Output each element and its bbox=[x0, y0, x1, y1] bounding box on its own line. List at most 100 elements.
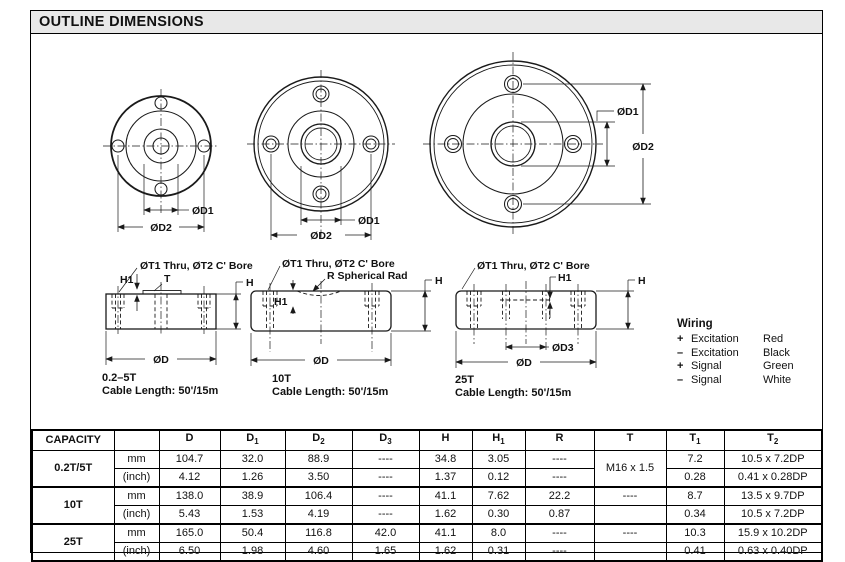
top-view-medium: ØD1 ØD2 bbox=[247, 70, 395, 242]
table-cell: ---- bbox=[524, 542, 595, 562]
table-cell: 13.5 x 9.7DP bbox=[723, 486, 823, 506]
side-view-small: ØT1 Thru, ØT2 C' Bore H1 T H ØD 0. bbox=[102, 260, 254, 397]
outline-drawings: ØD1 ØD2 bbox=[102, 52, 654, 399]
table-cell: 4.19 bbox=[284, 505, 353, 525]
col-header-capacity: CAPACITY bbox=[31, 429, 115, 451]
wiring-name: Signal bbox=[691, 360, 722, 373]
unit-cell: mm bbox=[113, 450, 160, 469]
table-cell: 8.7 bbox=[665, 486, 725, 506]
unit-cell: (inch) bbox=[113, 505, 160, 525]
dim-label-t: T bbox=[164, 273, 171, 285]
dim-label-h1: H1 bbox=[558, 272, 572, 284]
col-header-h1: H1 bbox=[471, 429, 526, 451]
capacity-cell: 25T bbox=[31, 523, 115, 562]
bore-callout: ØT1 Thru, ØT2 C' Bore bbox=[140, 260, 253, 272]
table-cell: 4.60 bbox=[284, 542, 353, 562]
table-cell: 106.4 bbox=[284, 486, 353, 506]
model-label: 25T bbox=[455, 374, 474, 386]
table-cell: 88.9 bbox=[284, 450, 353, 469]
dim-label-od: ØD bbox=[153, 354, 169, 366]
col-header-h: H bbox=[418, 429, 473, 451]
dim-label-od3: ØD3 bbox=[552, 342, 574, 354]
cable-length-label: Cable Length: 50'/15m bbox=[455, 387, 572, 399]
bolt-holes bbox=[262, 85, 380, 203]
table-cell: 22.2 bbox=[524, 486, 595, 506]
table-cell: 104.7 bbox=[158, 450, 221, 469]
table-cell: 10.5 x 7.2DP bbox=[723, 505, 823, 525]
cable-length-label: Cable Length: 50'/15m bbox=[102, 385, 219, 397]
col-header-r: R bbox=[524, 429, 595, 451]
dim-label-od2: ØD2 bbox=[632, 141, 654, 153]
side-view-medium: ØT1 Thru, ØT2 C' Bore R Spherical Rad H1… bbox=[250, 258, 443, 398]
table-cell: 3.50 bbox=[284, 468, 353, 488]
wiring-row: + Signal Green bbox=[677, 360, 837, 373]
table-cell: ---- bbox=[524, 523, 595, 543]
table-header-row: CAPACITY D D1 D2 D3 H H1 R T T1 T2 bbox=[31, 429, 823, 451]
table-cell: 138.0 bbox=[158, 486, 221, 506]
wiring-name: Signal bbox=[691, 373, 722, 386]
model-label: 10T bbox=[272, 373, 291, 385]
table-cell: 10.3 bbox=[665, 523, 725, 543]
model-label: 0.2–5T bbox=[102, 372, 137, 384]
dim-label-h: H bbox=[435, 275, 443, 287]
wiring-sign: + bbox=[677, 333, 684, 346]
table-cell: 1.65 bbox=[351, 542, 420, 562]
unit-cell: mm bbox=[113, 523, 160, 543]
table-cell: 34.8 bbox=[418, 450, 473, 469]
dim-label-od2: ØD2 bbox=[150, 222, 172, 234]
dim-label-od: ØD bbox=[313, 355, 329, 367]
col-header-t1: T1 bbox=[665, 429, 725, 451]
capacity-cell: 0.2T/5T bbox=[31, 450, 115, 488]
wiring-row: + Excitation Red bbox=[677, 333, 837, 346]
bolt-holes bbox=[443, 74, 583, 214]
table-cell bbox=[593, 542, 667, 562]
cable-length-label: Cable Length: 50'/15m bbox=[272, 386, 389, 398]
table-cell: 165.0 bbox=[158, 523, 221, 543]
dim-label-od1: ØD1 bbox=[192, 205, 214, 217]
col-header-d3: D3 bbox=[351, 429, 420, 451]
wiring-color: Red bbox=[763, 333, 784, 346]
table-cell: 0.12 bbox=[471, 468, 526, 488]
wiring-sign: – bbox=[677, 373, 684, 386]
table-cell: 8.0 bbox=[471, 523, 526, 543]
section-title-bar: OUTLINE DIMENSIONS bbox=[31, 11, 822, 34]
wiring-legend: Wiring + Excitation Red – Excitation Bla… bbox=[677, 318, 837, 387]
table-cell: 7.62 bbox=[471, 486, 526, 506]
table-cell: ---- bbox=[351, 505, 420, 525]
table-cell: ---- bbox=[351, 468, 420, 488]
bore-callout: ØT1 Thru, ØT2 C' Bore bbox=[477, 260, 590, 272]
table-cell: 41.1 bbox=[418, 523, 473, 543]
table-cell: 50.4 bbox=[219, 523, 286, 543]
table-cell: 1.26 bbox=[219, 468, 286, 488]
dim-label-od1: ØD1 bbox=[617, 106, 639, 118]
capacity-cell: 10T bbox=[31, 486, 115, 525]
col-header-unit bbox=[113, 429, 160, 451]
table-row: (inch) 5.43 1.53 4.19 ---- 1.62 0.30 0.8… bbox=[32, 505, 823, 525]
table-row: 10T mm 138.0 38.9 106.4 ---- 41.1 7.62 2… bbox=[31, 486, 823, 525]
wiring-sign: + bbox=[677, 360, 684, 373]
section-title: OUTLINE DIMENSIONS bbox=[39, 14, 204, 30]
col-header-t: T bbox=[593, 429, 667, 451]
unit-cell: (inch) bbox=[113, 542, 160, 562]
table-cell: ---- bbox=[593, 523, 667, 543]
table-cell: 42.0 bbox=[351, 523, 420, 543]
unit-cell: mm bbox=[113, 486, 160, 506]
table-cell: 0.31 bbox=[471, 542, 526, 562]
col-header-d2: D2 bbox=[284, 429, 353, 451]
table-cell: M16 x 1.5 bbox=[593, 450, 667, 488]
wiring-title: Wiring bbox=[677, 318, 713, 330]
table-cell: ---- bbox=[524, 468, 595, 488]
table-cell: 0.41 bbox=[665, 542, 725, 562]
table-cell: 6.50 bbox=[158, 542, 221, 562]
table-cell: 1.98 bbox=[219, 542, 286, 562]
table-cell: 0.30 bbox=[471, 505, 526, 525]
table-cell: 1.37 bbox=[418, 468, 473, 488]
col-header-d: D bbox=[158, 429, 221, 451]
table-row: 0.2T/5T mm 104.7 32.0 88.9 ---- 34.8 3.0… bbox=[31, 450, 823, 488]
dim-label-h1: H1 bbox=[274, 296, 288, 308]
dim-label-h1: H1 bbox=[120, 274, 134, 286]
col-header-d1: D1 bbox=[219, 429, 286, 451]
datasheet-page: OUTLINE DIMENSIONS bbox=[30, 10, 823, 562]
table-cell: 0.34 bbox=[665, 505, 725, 525]
table-cell: 116.8 bbox=[284, 523, 353, 543]
